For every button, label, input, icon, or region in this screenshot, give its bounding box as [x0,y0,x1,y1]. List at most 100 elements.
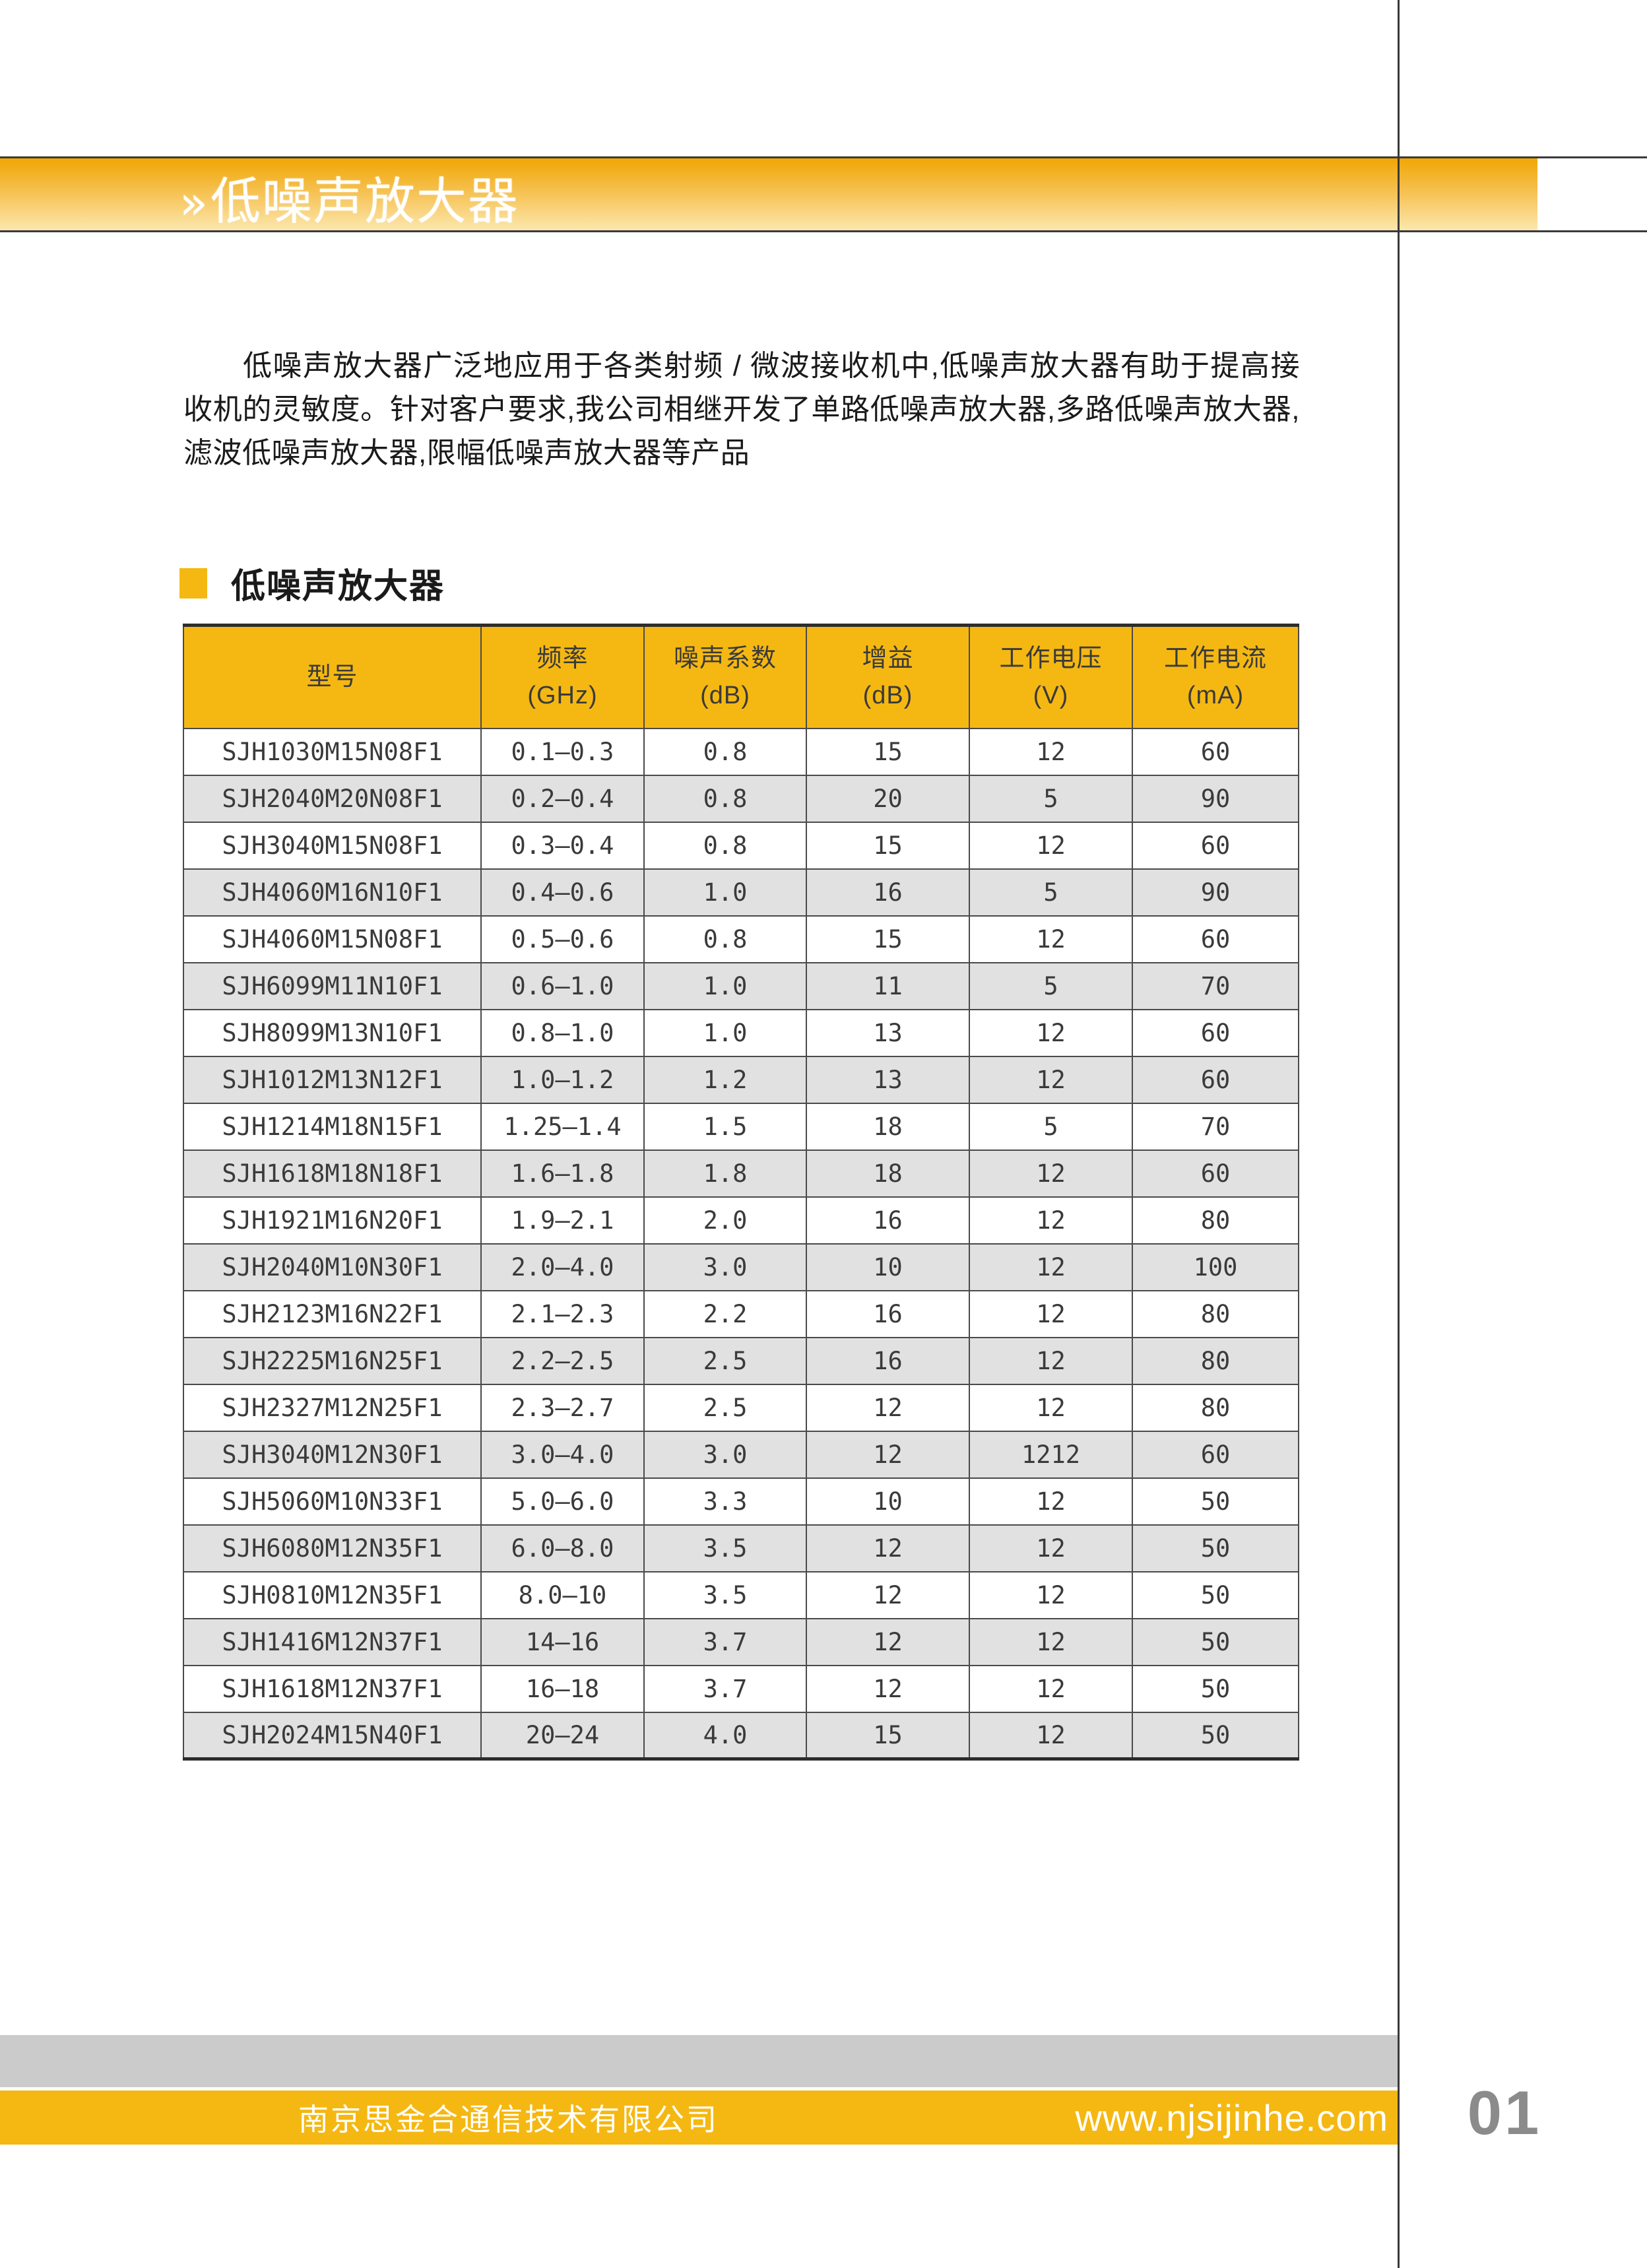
section-heading: 低噪声放大器 [179,558,445,608]
cell-frequency_ghz: 0.3–0.4 [480,821,645,870]
cell-noise_figure_db: 2.0 [643,1196,807,1245]
table-row: SJH2040M20N08F1 0.2–0.4 0.8 20 5 90 [183,774,1299,823]
cell-frequency_ghz: 5.0–6.0 [480,1477,645,1526]
cell-noise_figure_db: 3.7 [643,1617,807,1666]
cell-model: SJH1618M18N18F1 [183,1149,482,1198]
table-header-row: 型号 频率 (GHz) 噪声系数 (dB) 增益 (dB) 工作电压 (V) 工作电流 (mA) [183,624,1299,729]
cell-frequency_ghz: 8.0–10 [480,1571,645,1619]
cell-gain_db: 16 [806,1196,970,1245]
table-row: SJH1012M13N12F1 1.0–1.2 1.2 13 12 60 [183,1055,1299,1104]
cell-noise_figure_db: 3.5 [643,1524,807,1572]
cell-frequency_ghz: 1.0–1.2 [480,1055,645,1104]
cell-current_ma: 80 [1132,1196,1299,1245]
table-row: SJH1921M16N20F1 1.9–2.1 2.0 16 12 80 [183,1196,1299,1245]
cell-current_ma: 60 [1132,1055,1299,1104]
cell-gain_db: 11 [806,961,970,1010]
product-table: 型号 频率 (GHz) 噪声系数 (dB) 增益 (dB) 工作电压 (V) 工作电流 (mA) S… [183,624,1299,1761]
cell-gain_db: 13 [806,1055,970,1104]
column-header: 噪声系数 (dB) [643,624,807,729]
column-header: 增益 (dB) [806,624,970,729]
cell-voltage_v: 12 [969,1149,1133,1198]
table-row: SJH6080M12N35F1 6.0–8.0 3.5 12 12 50 [183,1524,1299,1572]
cell-frequency_ghz: 1.25–1.4 [480,1102,645,1151]
cell-current_ma: 70 [1132,1102,1299,1151]
cell-gain_db: 15 [806,1711,970,1760]
cell-noise_figure_db: 3.0 [643,1243,807,1291]
cell-noise_figure_db: 3.3 [643,1477,807,1526]
cell-model: SJH2327M12N25F1 [183,1383,482,1432]
cell-frequency_ghz: 2.3–2.7 [480,1383,645,1432]
cell-gain_db: 15 [806,821,970,870]
cell-gain_db: 12 [806,1430,970,1479]
cell-current_ma: 60 [1132,1008,1299,1057]
cell-voltage_v: 12 [969,1289,1133,1338]
cell-voltage_v: 12 [969,1008,1133,1057]
cell-frequency_ghz: 0.6–1.0 [480,961,645,1010]
cell-current_ma: 60 [1132,1149,1299,1198]
cell-current_ma: 100 [1132,1243,1299,1291]
cell-model: SJH3040M15N08F1 [183,821,482,870]
cell-frequency_ghz: 6.0–8.0 [480,1524,645,1572]
cell-noise_figure_db: 3.0 [643,1430,807,1479]
cell-frequency_ghz: 1.6–1.8 [480,1149,645,1198]
cell-model: SJH1618M12N37F1 [183,1664,482,1713]
cell-voltage_v: 12 [969,1664,1133,1713]
page-title: » 低噪声放大器 [179,160,519,233]
cell-model: SJH2225M16N25F1 [183,1336,482,1385]
cell-model: SJH2040M20N08F1 [183,774,482,823]
cell-gain_db: 15 [806,915,970,963]
cell-current_ma: 50 [1132,1524,1299,1572]
cell-gain_db: 13 [806,1008,970,1057]
cell-voltage_v: 12 [969,1383,1133,1432]
cell-gain_db: 16 [806,1289,970,1338]
cell-gain_db: 12 [806,1617,970,1666]
cell-gain_db: 20 [806,774,970,823]
cell-frequency_ghz: 0.4–0.6 [480,868,645,917]
cell-gain_db: 12 [806,1524,970,1572]
cell-voltage_v: 5 [969,774,1133,823]
cell-model: SJH6080M12N35F1 [183,1524,482,1572]
cell-model: SJH8099M13N10F1 [183,1008,482,1057]
cell-current_ma: 80 [1132,1336,1299,1385]
footer-gray-bar [0,2035,1399,2087]
banner-gradient [0,158,1537,230]
page-title-text: 低噪声放大器 [210,174,519,230]
table-row: SJH2040M10N30F1 2.0–4.0 3.0 10 12 100 [183,1243,1299,1291]
cell-frequency_ghz: 3.0–4.0 [480,1430,645,1479]
cell-gain_db: 10 [806,1243,970,1291]
cell-model: SJH3040M12N30F1 [183,1430,482,1479]
cell-noise_figure_db: 3.5 [643,1571,807,1619]
table-row: SJH1214M18N15F1 1.25–1.4 1.5 18 5 70 [183,1102,1299,1151]
table-row: SJH2024M15N40F1 20–24 4.0 15 12 50 [183,1711,1299,1760]
cell-current_ma: 50 [1132,1571,1299,1619]
cell-noise_figure_db: 0.8 [643,774,807,823]
cell-noise_figure_db: 1.0 [643,961,807,1010]
cell-frequency_ghz: 2.0–4.0 [480,1243,645,1291]
cell-voltage_v: 5 [969,868,1133,917]
cell-current_ma: 60 [1132,915,1299,963]
column-header: 型号 [183,624,482,729]
cell-noise_figure_db: 1.0 [643,1008,807,1057]
cell-frequency_ghz: 20–24 [480,1711,645,1760]
footer-bar: 南京思金合通信技术有限公司 www.njsijinhe.com [0,2090,1399,2145]
cell-model: SJH0810M12N35F1 [183,1571,482,1619]
vertical-rule [1398,0,1400,2268]
cell-frequency_ghz: 0.8–1.0 [480,1008,645,1057]
column-header: 工作电流 (mA) [1132,624,1299,729]
cell-voltage_v: 12 [969,1336,1133,1385]
cell-current_ma: 70 [1132,961,1299,1010]
table-row: SJH4060M15N08F1 0.5–0.6 0.8 15 12 60 [183,915,1299,963]
cell-voltage_v: 12 [969,1243,1133,1291]
cell-current_ma: 80 [1132,1289,1299,1338]
cell-noise_figure_db: 0.8 [643,915,807,963]
cell-model: SJH4060M15N08F1 [183,915,482,963]
cell-voltage_v: 5 [969,961,1133,1010]
cell-gain_db: 12 [806,1664,970,1713]
cell-noise_figure_db: 2.2 [643,1289,807,1338]
cell-voltage_v: 12 [969,915,1133,963]
cell-noise_figure_db: 1.5 [643,1102,807,1151]
intro-paragraph: 低噪声放大器广泛地应用于各类射频 / 微波接收机中,低噪声放大器有助于提高接收机… [183,350,1300,469]
cell-gain_db: 16 [806,868,970,917]
cell-gain_db: 18 [806,1102,970,1151]
cell-noise_figure_db: 2.5 [643,1336,807,1385]
